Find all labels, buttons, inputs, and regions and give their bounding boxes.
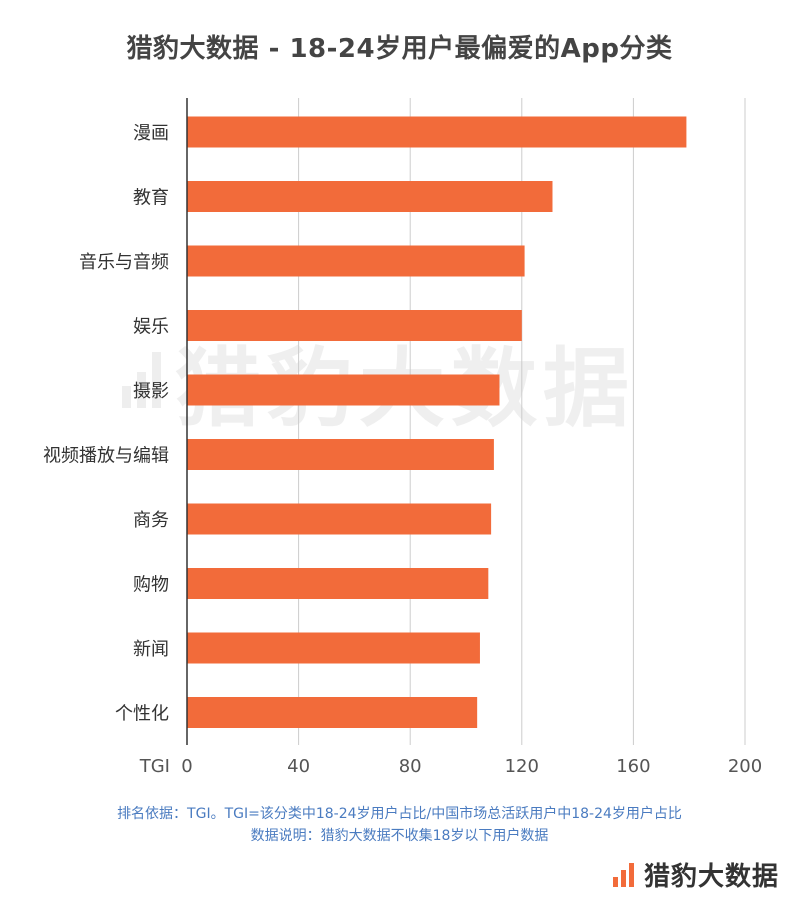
x-axis-label: TGI — [139, 756, 170, 777]
bar-4 — [187, 374, 500, 406]
bar-0 — [187, 116, 687, 148]
bar-1 — [187, 181, 553, 212]
x-tick-label-160: 160 — [616, 756, 650, 777]
category-label-6: 商务 — [133, 510, 169, 531]
bar-8 — [187, 632, 480, 664]
category-label-0: 漫画 — [133, 123, 169, 144]
x-tick-label-120: 120 — [505, 756, 539, 777]
brand-bars-icon — [612, 862, 634, 887]
x-tick-label-80: 80 — [399, 756, 422, 777]
footnote-data-note: 数据说明：猎豹大数据不收集18岁以下用户数据 — [250, 828, 549, 844]
category-label-4: 摄影 — [133, 381, 169, 402]
bar-3 — [187, 310, 522, 341]
category-label-5: 视频播放与编辑 — [43, 446, 169, 467]
category-label-8: 新闻 — [133, 639, 169, 660]
bar-6 — [187, 503, 492, 535]
x-tick-label-200: 200 — [728, 756, 762, 777]
brand-logo: 猎豹大数据 — [612, 856, 779, 893]
bar-2 — [187, 245, 525, 277]
category-label-7: 购物 — [133, 575, 169, 596]
category-label-1: 教育 — [133, 188, 169, 209]
chart-title: 猎豹大数据 - 18-24岁用户最偏爱的App分类 — [126, 34, 673, 64]
category-label-2: 音乐与音频 — [79, 252, 169, 273]
brand-name: 猎豹大数据 — [643, 862, 779, 892]
bar-9 — [187, 697, 478, 728]
category-label-3: 娱乐 — [133, 317, 169, 338]
x-tick-label-40: 40 — [287, 756, 310, 777]
category-label-9: 个性化 — [115, 704, 169, 725]
footnote-ranking-basis: 排名依据：TGI。TGI=该分类中18-24岁用户占比/中国市场总活跃用户中18… — [117, 806, 682, 822]
bar-7 — [187, 568, 489, 599]
bar-5 — [187, 439, 494, 470]
x-tick-label-0: 0 — [181, 756, 192, 777]
